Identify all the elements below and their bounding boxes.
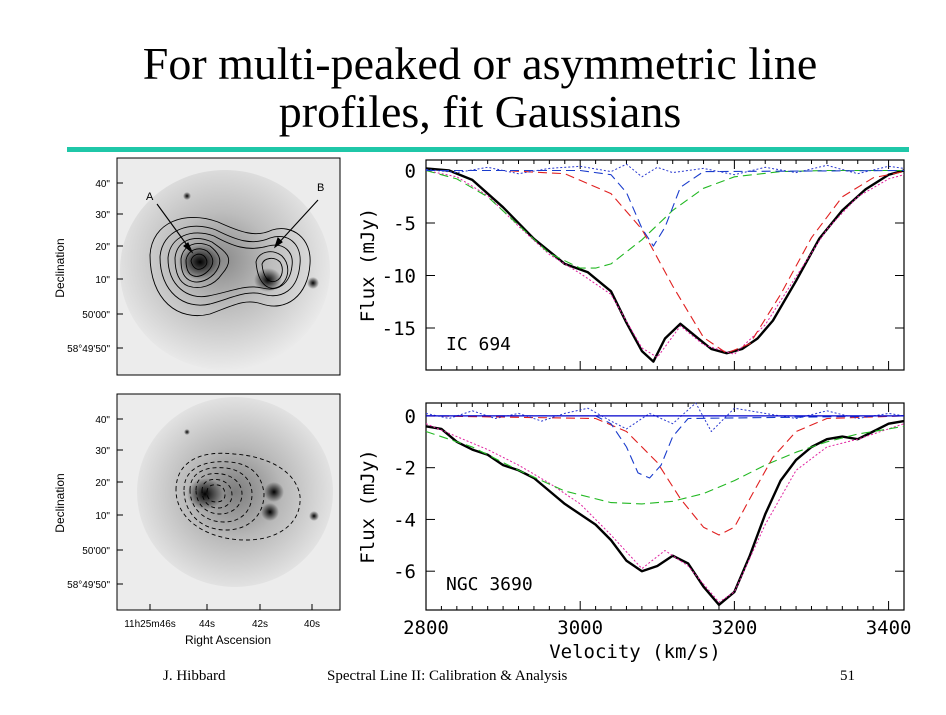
dec-tick-label: 50'00" — [82, 310, 110, 321]
ra-tick-label: 11h25m46s — [124, 619, 176, 630]
dec-tick-label: 10" — [95, 275, 110, 286]
knot-bottom-2 — [309, 511, 319, 521]
x-tick-label: 2800 — [403, 617, 449, 639]
y-tick-label: -10 — [382, 266, 416, 288]
ra-ticks-bottom: 11h25m46s 44s 42s 40s — [124, 604, 320, 630]
star-top-1 — [183, 192, 191, 200]
dec-axis-label-top: Declination — [53, 238, 67, 297]
contour-bottom-5 — [201, 479, 233, 509]
dec-ticks-top: 40" 30" 20" 10" 50'00" 58°49'50" — [67, 179, 123, 355]
contour-top-6 — [185, 248, 214, 277]
dec-tick-label: 58°49'50" — [67, 580, 110, 591]
arrow-b-head — [273, 236, 283, 249]
image-panel-bottom: 40" 30" 20" 10" 50'00" 58°49'50" 11h25m46s 44s… — [53, 393, 341, 647]
y-axis-label: Flux (mJy) — [357, 449, 379, 563]
series-line-2 — [425, 169, 904, 269]
series-line-4 — [426, 415, 905, 479]
contour-top-2 — [159, 225, 301, 306]
footer-author: J. Hibbard — [163, 668, 226, 684]
dec-tick-label: 10" — [95, 511, 110, 522]
series-line-3 — [425, 415, 905, 536]
contour-bottom-2 — [183, 461, 265, 531]
x-tick-label: 3400 — [866, 617, 912, 639]
ra-tick-label: 44s — [199, 619, 215, 630]
series-line-0 — [425, 167, 905, 363]
contours-bottom — [175, 452, 301, 541]
x-tick-label: 3200 — [712, 617, 758, 639]
dec-tick-label: 30" — [95, 446, 110, 457]
dec-ticks-bottom: 40" 30" 20" 10" 50'00" 58°49'50" — [67, 415, 123, 591]
series-line-1 — [425, 170, 905, 358]
arrow-b-line — [274, 199, 319, 248]
contour-top-8 — [255, 251, 289, 289]
series-line-5 — [425, 402, 905, 432]
plot-frame — [425, 159, 905, 371]
slide-title-line-2: profiles, fit Gaussians — [278, 86, 682, 137]
x-tick-label: 3000 — [557, 617, 603, 639]
y-axis-label: Flux (mJy) — [357, 208, 379, 322]
y-tick-label: 0 — [405, 161, 416, 183]
dec-tick-label: 30" — [95, 210, 110, 221]
contours-top — [149, 217, 311, 316]
slide-title-line-1: For multi-peaked or asymmetric line — [142, 38, 818, 89]
dec-tick-label: 20" — [95, 242, 110, 253]
dec-axis-label-bottom: Declination — [53, 473, 67, 532]
ra-axis-label: Right Ascension — [185, 633, 271, 647]
footer-course: Spectral Line II: Calibration & Analysis — [327, 668, 568, 684]
y-tick-label: -5 — [393, 213, 416, 235]
marker-b-label: B — [317, 182, 324, 194]
panel-label: IC 694 — [446, 334, 511, 355]
series-line-4 — [426, 169, 905, 247]
dec-tick-label: 50'00" — [82, 546, 110, 557]
star-bottom-1 — [184, 429, 190, 435]
ra-tick-label: 40s — [304, 619, 320, 630]
dec-tick-label: 40" — [95, 179, 110, 190]
dec-tick-label: 40" — [95, 415, 110, 426]
contour-top-3 — [167, 232, 293, 298]
y-tick-label: -6 — [393, 561, 416, 583]
footer-page-number: 51 — [840, 668, 855, 684]
image-panel-top: A B 40" 30" 20" 10" 50'00" 58°49'50" Declinat… — [53, 157, 341, 376]
x-axis-label: Velocity (km/s) — [549, 641, 721, 663]
contour-bottom-1 — [175, 452, 301, 541]
slide-title: For multi-peaked or asymmetric line prof… — [60, 40, 900, 136]
galaxy-haze-bottom — [137, 397, 333, 587]
series-line-5 — [425, 163, 905, 178]
panel-label: NGC 3690 — [446, 574, 533, 595]
knot-top-1 — [307, 277, 319, 289]
series-line-0 — [425, 419, 905, 606]
y-tick-label: 0 — [405, 406, 416, 428]
contour-bottom-4 — [195, 473, 243, 515]
marker-a-label: A — [146, 191, 154, 203]
y-tick-label: -2 — [393, 458, 416, 480]
y-tick-label: -4 — [393, 509, 416, 531]
contour-bottom-3 — [189, 467, 253, 523]
spectrum-plot-ngc3690: 0 -2 -4 -6 Flux (mJy) 2800 3000 3200 3400 Velocit… — [357, 402, 912, 663]
contour-top-1 — [149, 217, 311, 316]
series-line-2 — [425, 425, 905, 505]
nucleus-b-bottom — [264, 482, 284, 502]
arrow-a-head — [183, 242, 194, 254]
markers-top — [156, 199, 319, 254]
dec-tick-label: 58°49'50" — [67, 344, 110, 355]
knot-bottom-1 — [261, 503, 279, 521]
plot-frame — [425, 402, 905, 611]
series-line-3 — [426, 169, 905, 354]
contour-top-7 — [190, 253, 208, 270]
contour-top-5 — [180, 243, 221, 283]
contour-bottom-6 — [206, 484, 226, 503]
dec-tick-label: 20" — [95, 478, 110, 489]
y-tick-label: -15 — [382, 318, 416, 340]
contour-top-4 — [174, 238, 230, 288]
contour-top-9 — [261, 257, 283, 283]
ra-tick-label: 42s — [252, 619, 268, 630]
title-divider-rule — [67, 147, 909, 152]
